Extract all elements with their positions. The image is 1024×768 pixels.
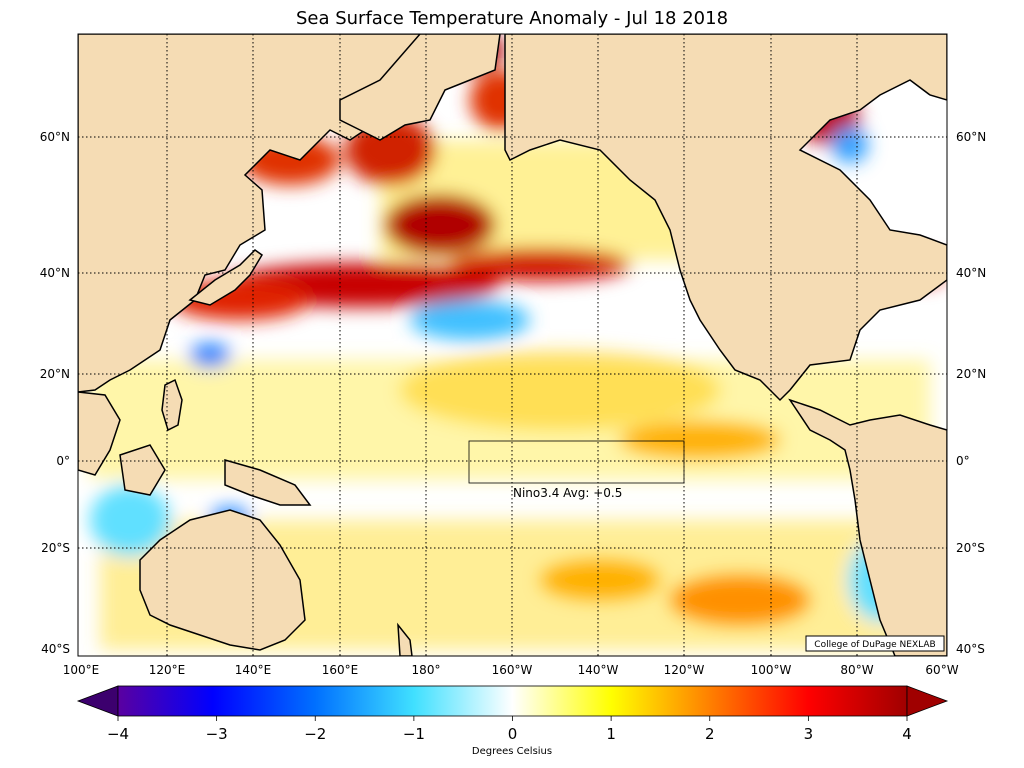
colorbar-tick-label: 3 [804,725,814,743]
lat-label: 40°N [40,266,70,280]
colorbar-tick-label: −3 [206,725,228,743]
colorbar-max-extend [906,685,949,717]
colorbar-bar [117,685,908,717]
colorbar-tick-label: −1 [403,725,425,743]
lon-label: 120°W [664,663,705,677]
map-title: Sea Surface Temperature Anomaly - Jul 18… [295,8,729,29]
lat-label: 20°N [40,367,70,381]
lat-label: 60°N [40,130,70,144]
lon-label: 80°W [840,663,873,677]
lat-label: 20°N [956,367,986,381]
lat-label: 60°N [956,130,986,144]
colorbar-label: Degrees Celsius [472,746,552,757]
lat-label: 20°S [956,541,985,555]
lon-labels: 100°E 120°E 140°E 160°E 180° 160°W 140°W… [63,663,959,677]
map-panel [78,34,947,656]
colorbar-tick-label: 1 [606,725,616,743]
lat-labels-left: 60°N 40°N 20°N 0° 20°S 40°S [40,130,70,656]
nino34-label: Nino3.4 Avg: +0.5 [513,486,622,500]
lat-labels-right: 60°N 40°N 20°N 0° 20°S 40°S [956,130,986,656]
land-masses [78,34,947,656]
colorbar-min-extend [76,685,119,717]
lon-label: 160°E [322,663,359,677]
lon-label: 180° [412,663,441,677]
lat-label: 0° [956,454,970,468]
nino34-box [468,440,685,484]
lon-label: 120°E [149,663,186,677]
colorbar-tick-label: 0 [508,725,518,743]
colorbar-tick-label: 2 [705,725,715,743]
lon-label: 140°E [235,663,272,677]
lat-label: 0° [56,454,70,468]
colorbar-tick-label: −4 [107,725,129,743]
colorbar-ticks [117,716,908,721]
colorbar: −4 −3 −2 −1 0 1 2 3 4 Degrees Celsius [76,685,949,757]
lon-label: 140°W [578,663,619,677]
credit-box [805,635,945,652]
lon-label: 100°E [63,663,100,677]
colorbar-tick-label: −2 [304,725,326,743]
credit-label: College of DuPage NEXLAB [814,640,935,650]
lat-label: 40°S [956,642,985,656]
map-frame [77,33,948,657]
graticule [78,34,947,656]
colorbar-tick-label: 4 [902,725,912,743]
lat-label: 40°S [41,642,70,656]
lon-label: 100°W [751,663,792,677]
colorbar-tick-labels: −4 −3 −2 −1 0 1 2 3 4 [107,725,912,743]
lat-label: 20°S [41,541,70,555]
lon-label: 60°W [925,663,958,677]
lat-label: 40°N [956,266,986,280]
lon-label: 160°W [492,663,533,677]
